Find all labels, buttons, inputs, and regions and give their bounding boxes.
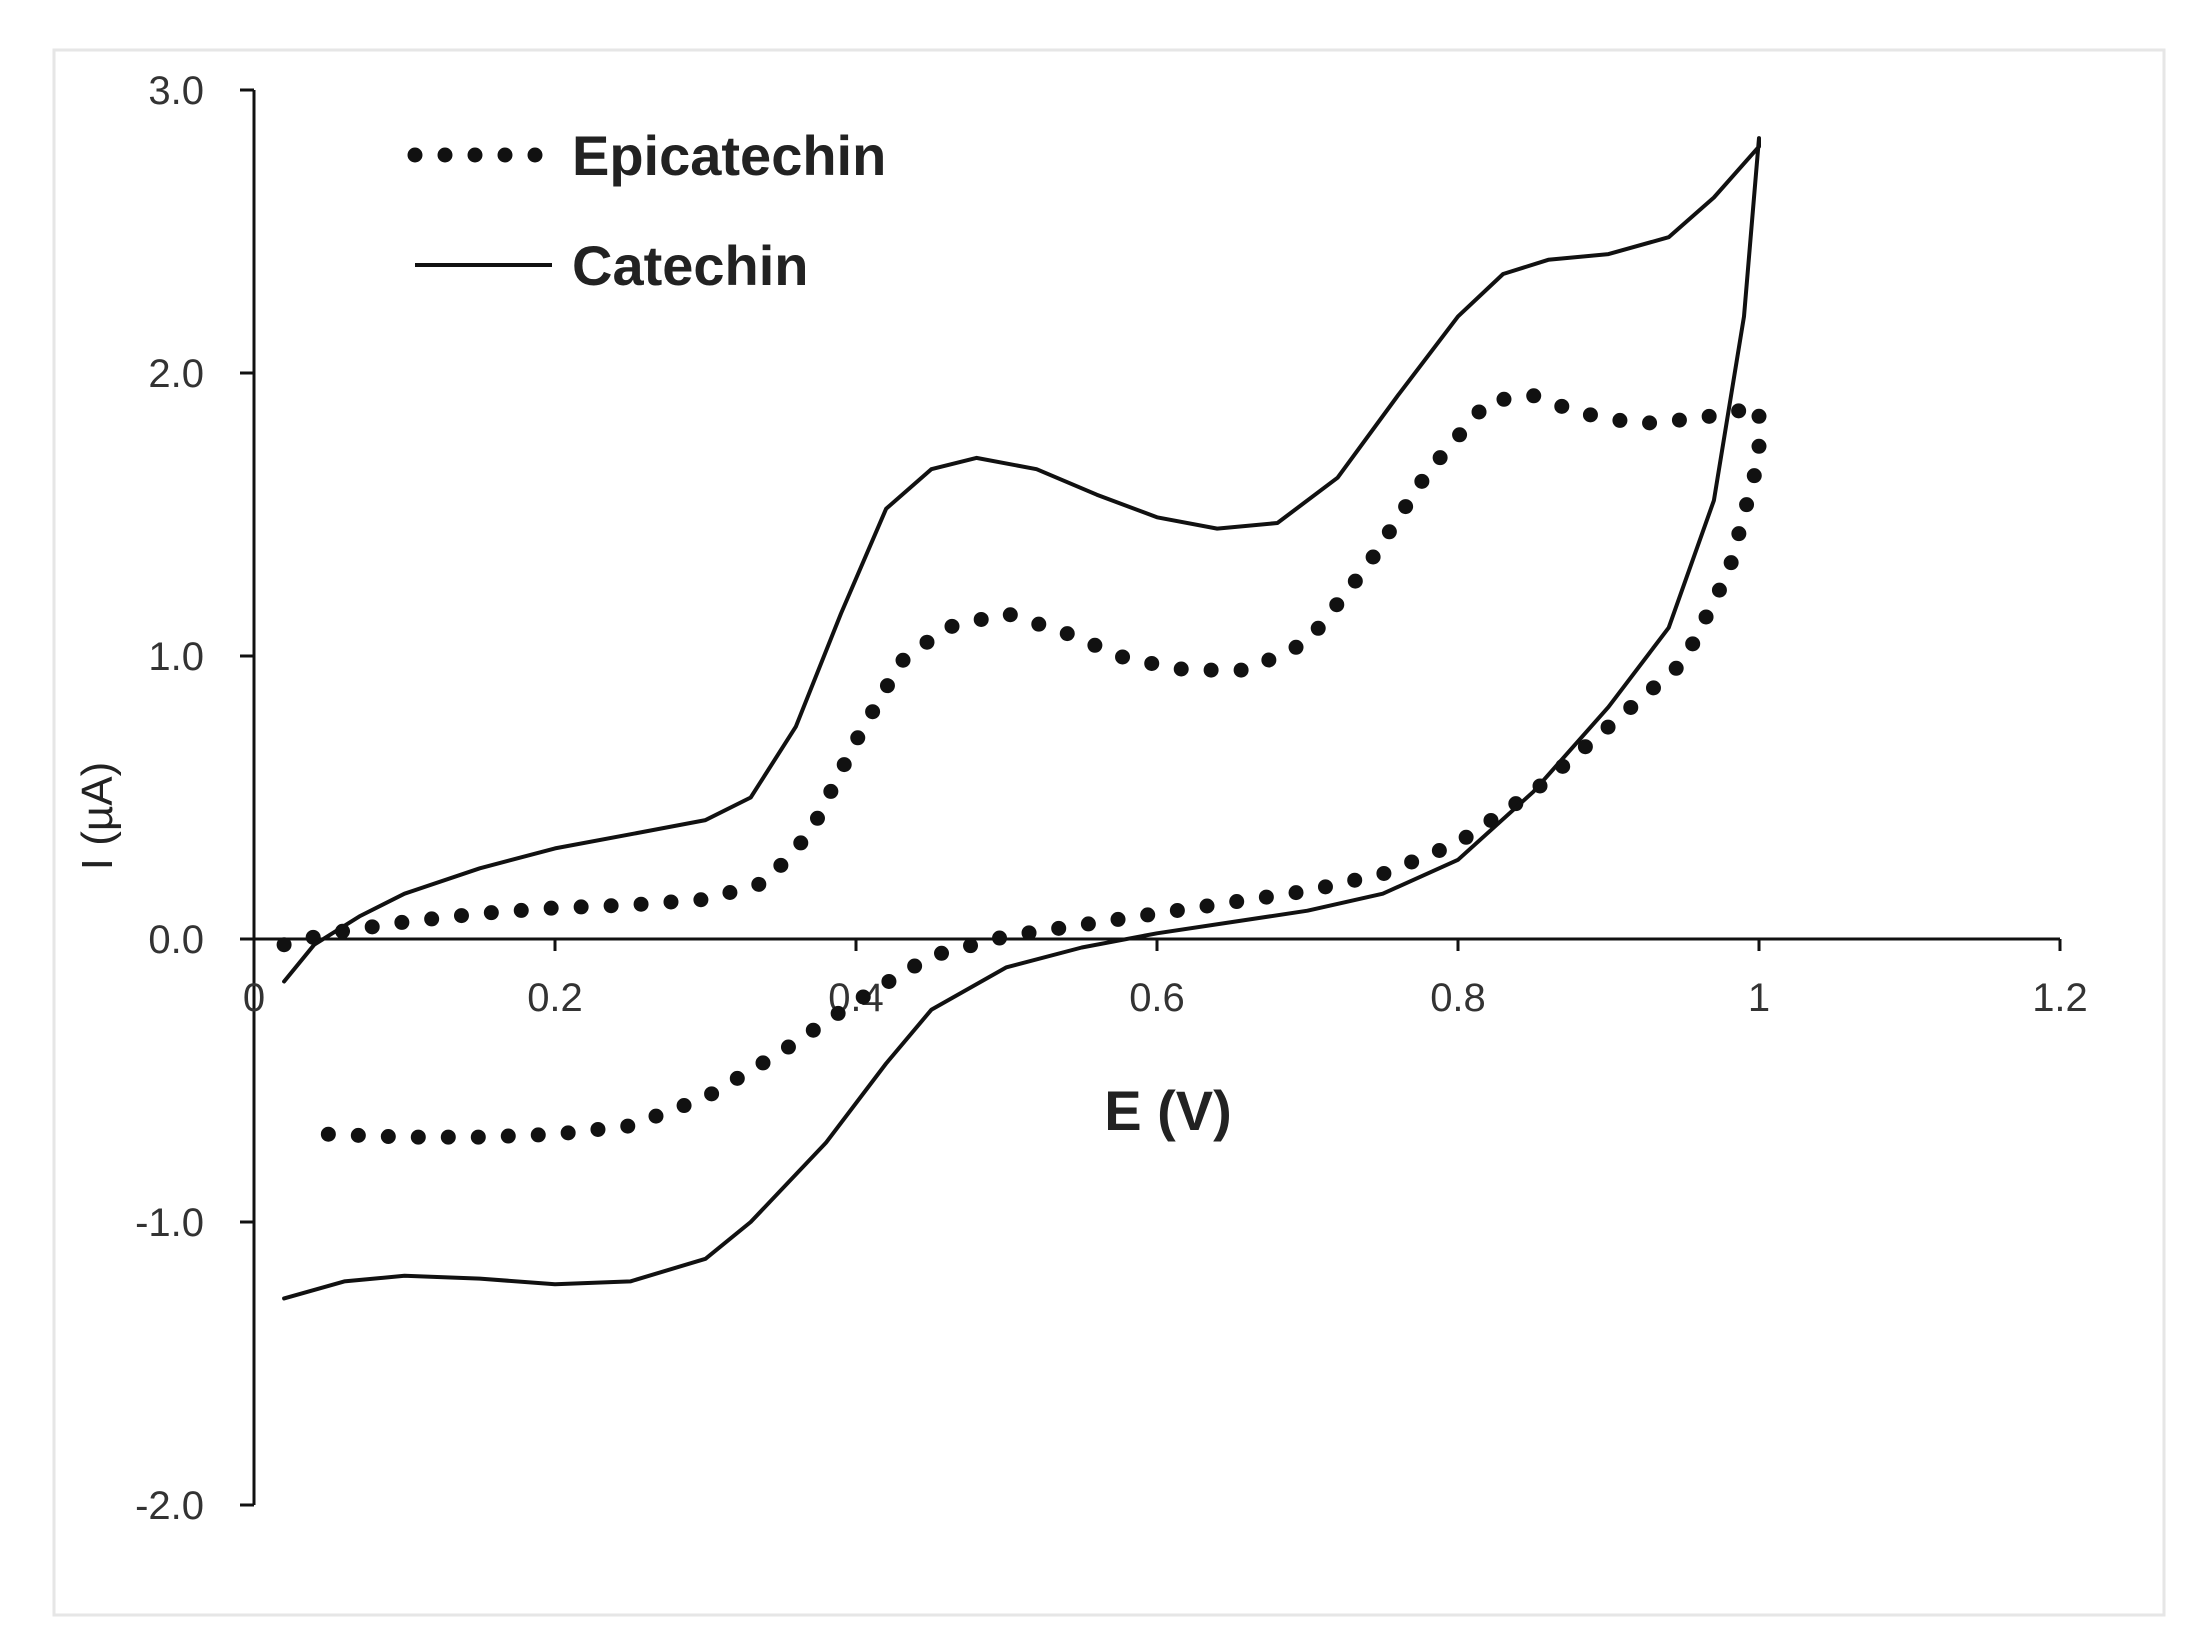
x-tick-label: 0.8 <box>1430 976 1486 1020</box>
series-line-epicatechin <box>276 388 1767 1145</box>
y-tick-label: 3.0 <box>148 69 204 113</box>
x-tick-label: 0.6 <box>1129 976 1185 1020</box>
y-axis-title: I (µA) <box>73 762 122 870</box>
y-tick-label: 2.0 <box>148 352 204 396</box>
chart-border <box>52 48 2166 1617</box>
legend-label-epicatechin: Epicatechin <box>572 124 886 187</box>
y-tick-label: 1.0 <box>148 635 204 679</box>
x-tick-label: 1 <box>1748 976 1770 1020</box>
series-layer <box>276 136 1767 1301</box>
y-tick-label: -1.0 <box>135 1201 204 1245</box>
x-tick-label: 0.2 <box>527 976 583 1020</box>
legend: Epicatechin Catechin <box>407 124 886 297</box>
x-axis-title: E (V) <box>1104 1079 1232 1142</box>
legend-label-catechin: Catechin <box>572 234 809 297</box>
y-axis: -2.0 -1.0 0.0 1.0 2.0 3.0 <box>135 69 256 1528</box>
y-tick-label: 0.0 <box>148 918 204 962</box>
x-axis: 0 0.2 0.4 0.6 0.8 1 1.2 <box>243 937 2088 1020</box>
series-line-catechin <box>282 136 1761 1301</box>
x-tick-label: 1.2 <box>2032 976 2088 1020</box>
y-tick-label: -2.0 <box>135 1484 204 1528</box>
x-tick-label: 0 <box>243 976 265 1020</box>
